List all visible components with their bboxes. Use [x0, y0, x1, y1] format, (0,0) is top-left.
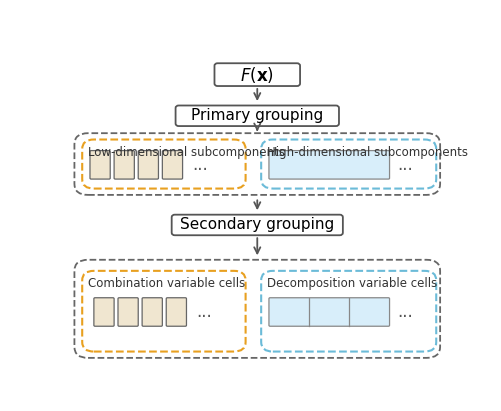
- Text: Combination variable cells: Combination variable cells: [88, 277, 245, 290]
- Text: ...: ...: [192, 156, 207, 174]
- Text: Primary grouping: Primary grouping: [191, 108, 323, 123]
- FancyBboxPatch shape: [94, 298, 114, 326]
- FancyBboxPatch shape: [171, 215, 342, 235]
- FancyBboxPatch shape: [269, 150, 389, 179]
- Text: High-dimensional subcomponents: High-dimensional subcomponents: [267, 146, 467, 159]
- Text: Decomposition variable cells: Decomposition variable cells: [267, 277, 436, 290]
- FancyBboxPatch shape: [269, 298, 389, 326]
- Text: ...: ...: [397, 303, 412, 321]
- FancyBboxPatch shape: [90, 150, 110, 179]
- Text: ...: ...: [397, 156, 412, 174]
- FancyBboxPatch shape: [175, 106, 338, 126]
- Text: Low-dimensional subcomponents: Low-dimensional subcomponents: [88, 146, 285, 159]
- FancyBboxPatch shape: [114, 150, 134, 179]
- FancyBboxPatch shape: [142, 298, 162, 326]
- FancyBboxPatch shape: [138, 150, 158, 179]
- Text: ...: ...: [196, 303, 211, 321]
- Text: $F(\mathbf{x})$: $F(\mathbf{x})$: [240, 65, 274, 85]
- FancyBboxPatch shape: [118, 298, 138, 326]
- FancyBboxPatch shape: [162, 150, 182, 179]
- Text: Secondary grouping: Secondary grouping: [180, 217, 334, 233]
- FancyBboxPatch shape: [214, 63, 300, 86]
- FancyBboxPatch shape: [166, 298, 186, 326]
